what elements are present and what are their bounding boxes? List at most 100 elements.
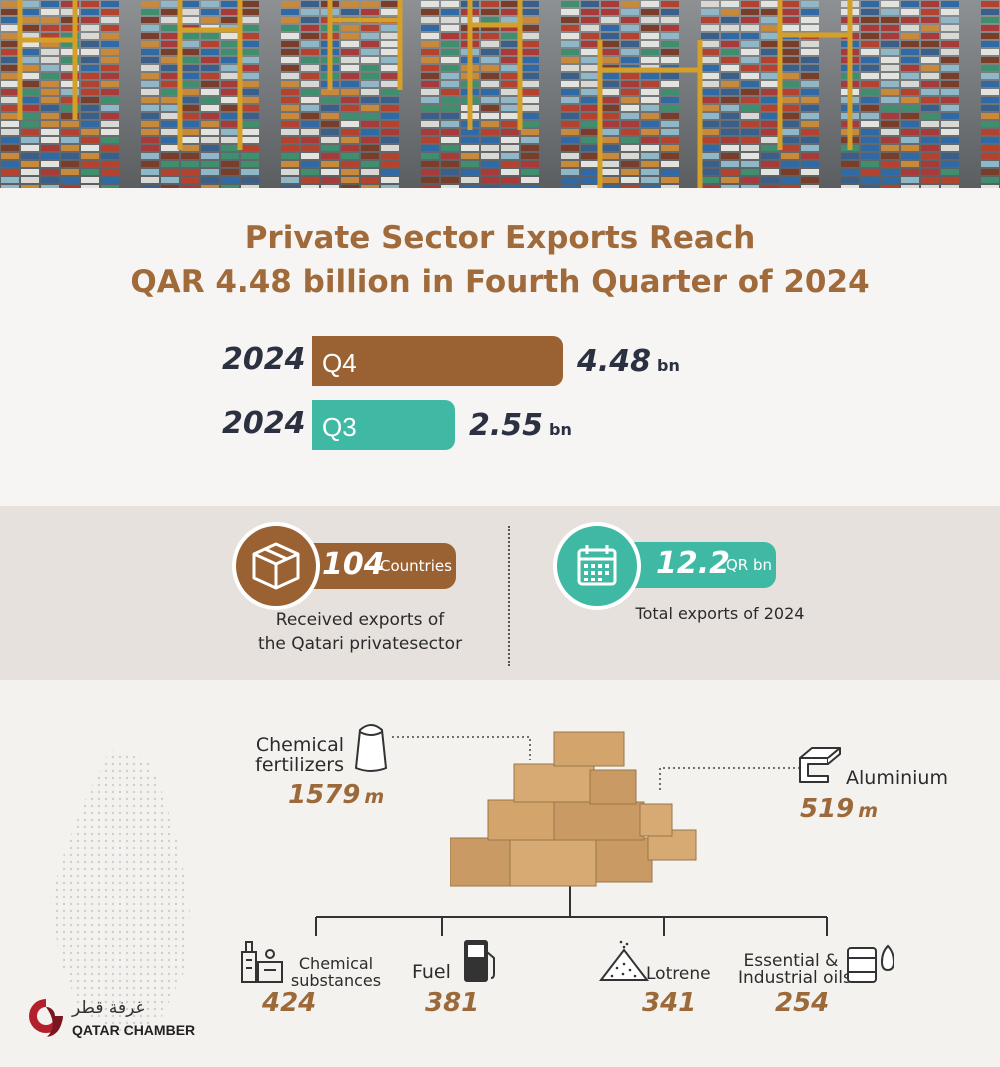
shipping-container (701, 49, 719, 55)
shipping-container (201, 177, 219, 183)
title-line-2: QAR 4.48 billion in Fourth Quarter of 20… (130, 264, 870, 300)
shipping-container (441, 153, 459, 159)
shipping-container (381, 169, 399, 175)
shipping-container (161, 169, 179, 175)
cardboard-boxes-image (450, 731, 697, 887)
shipping-container (381, 41, 399, 47)
shipping-container (781, 129, 799, 135)
shipping-container (741, 137, 759, 143)
shipping-container (761, 97, 779, 103)
shipping-container (661, 17, 679, 23)
shipping-container (641, 97, 659, 103)
shipping-container (361, 81, 379, 87)
shipping-container (101, 73, 119, 79)
shipping-container (621, 105, 639, 111)
shipping-container (461, 161, 479, 167)
shipping-container (1, 73, 19, 79)
shipping-container (601, 129, 619, 135)
shipping-container (201, 17, 219, 23)
shipping-container (361, 129, 379, 135)
shipping-container (561, 137, 579, 143)
shipping-container (81, 137, 99, 143)
shipping-container (321, 97, 339, 103)
shipping-container (841, 177, 859, 183)
shipping-container (481, 113, 499, 119)
shipping-container (581, 33, 599, 39)
stats-band: 104 Countries Received exports of the Qa… (0, 506, 1000, 680)
shipping-container (881, 105, 899, 111)
shipping-container (641, 73, 659, 79)
shipping-container (21, 177, 39, 183)
shipping-container (141, 73, 159, 79)
shipping-container (741, 161, 759, 167)
shipping-container (701, 105, 719, 111)
shipping-container (701, 73, 719, 79)
page-title: Private Sector Exports Reach QAR 4.48 bi… (0, 216, 1000, 304)
shipping-container (161, 113, 179, 119)
shipping-container (561, 129, 579, 135)
shipping-container (901, 89, 919, 95)
shipping-container (881, 113, 899, 119)
shipping-container (361, 177, 379, 183)
shipping-container (81, 113, 99, 119)
shipping-container (941, 105, 959, 111)
shipping-container (41, 153, 59, 159)
shipping-container (61, 1, 79, 7)
shipping-container (581, 161, 599, 167)
shipping-container (761, 153, 779, 159)
shipping-container (981, 145, 999, 151)
shipping-container (41, 49, 59, 55)
shipping-container (101, 169, 119, 175)
shipping-container (441, 129, 459, 135)
headline-section: Private Sector Exports Reach QAR 4.48 bi… (0, 188, 1000, 506)
shipping-container (521, 17, 539, 23)
total-pill: 12.2 QR bn (620, 542, 776, 588)
shipping-container (41, 17, 59, 23)
shipping-container (801, 89, 819, 95)
shipping-container (941, 145, 959, 151)
shipping-container (621, 113, 639, 119)
shipping-container (421, 57, 439, 63)
shipping-container (921, 121, 939, 127)
shipping-container (201, 9, 219, 15)
shipping-container (601, 41, 619, 47)
shipping-container (221, 129, 239, 135)
products-section: Chemical fertilizers 1579 m Aluminium 519… (0, 680, 1000, 1067)
factory-icon (241, 941, 283, 983)
shipping-container (861, 73, 879, 79)
shipping-container (781, 81, 799, 87)
shipping-container (901, 49, 919, 55)
shipping-container (161, 17, 179, 23)
shipping-container (421, 9, 439, 15)
shipping-container (521, 121, 539, 127)
shipping-container (661, 41, 679, 47)
fuel-pump-icon (464, 940, 495, 982)
shipping-container (641, 9, 659, 15)
shipping-container (461, 129, 479, 135)
shipping-container (341, 9, 359, 15)
shipping-container (241, 89, 259, 95)
shipping-container (941, 89, 959, 95)
shipping-container (441, 41, 459, 47)
shipping-container (421, 97, 439, 103)
shipping-container (781, 49, 799, 55)
shipping-container (721, 49, 739, 55)
shipping-container (161, 49, 179, 55)
shipping-container (41, 105, 59, 111)
shipping-container (281, 89, 299, 95)
shipping-container (861, 113, 879, 119)
shipping-container (581, 49, 599, 55)
shipping-container (981, 89, 999, 95)
shipping-container (881, 33, 899, 39)
shipping-container (861, 105, 879, 111)
shipping-container (301, 41, 319, 47)
shipping-container (621, 145, 639, 151)
shipping-container (881, 185, 899, 188)
shipping-container (941, 41, 959, 47)
shipping-container (921, 137, 939, 143)
shipping-container (701, 1, 719, 7)
shipping-container (461, 145, 479, 151)
shipping-container (981, 161, 999, 167)
shipping-container (621, 153, 639, 159)
shipping-container (641, 33, 659, 39)
